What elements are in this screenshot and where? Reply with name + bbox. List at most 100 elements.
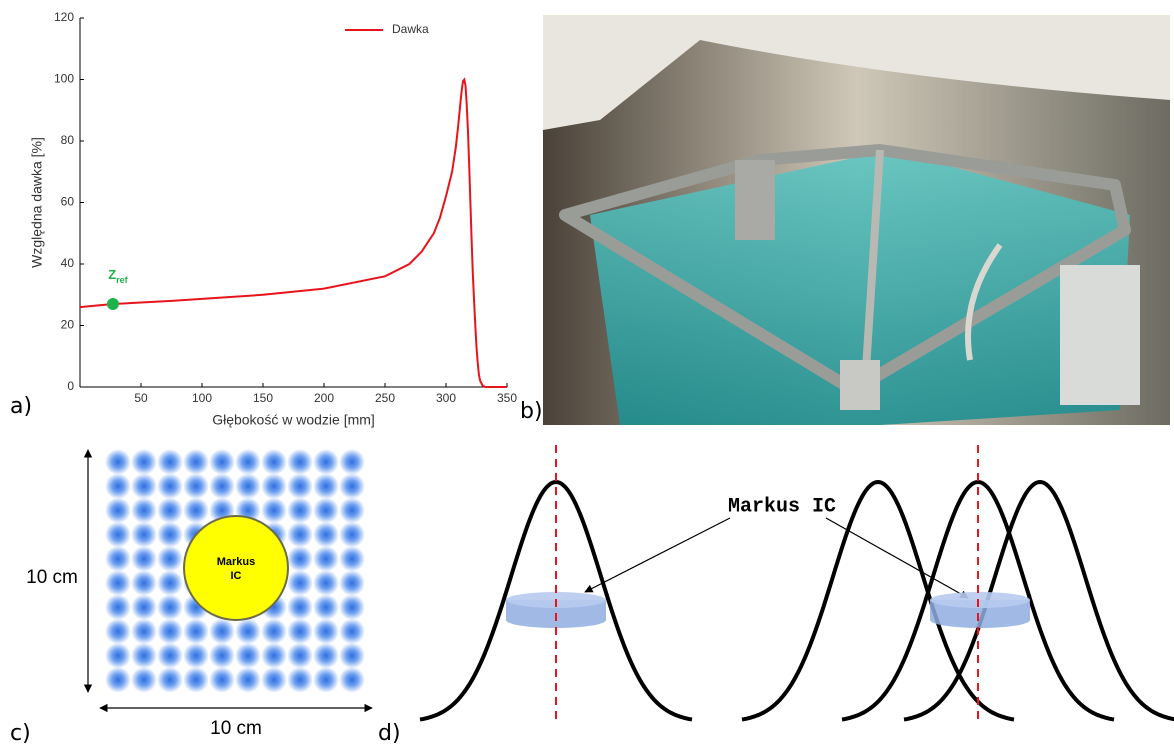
beam-spot bbox=[261, 666, 287, 693]
photo bbox=[543, 15, 1170, 425]
beam-spot bbox=[105, 545, 131, 572]
beam-spot bbox=[209, 618, 235, 645]
profile-diagram: Markus IC bbox=[419, 445, 1174, 722]
beam-spot bbox=[313, 545, 339, 572]
beam-spot bbox=[131, 521, 157, 548]
pointer-arrow bbox=[584, 517, 731, 593]
panel-label: b) bbox=[520, 399, 543, 424]
beam-spot bbox=[313, 570, 339, 596]
beam-spot bbox=[183, 449, 209, 475]
beam-spot bbox=[339, 449, 365, 475]
height-label: 10 cm bbox=[26, 567, 78, 588]
beam-spot bbox=[339, 545, 365, 572]
beam-spot bbox=[313, 666, 339, 693]
x-tick-label: 350 bbox=[497, 391, 517, 405]
beam-spot bbox=[183, 473, 209, 500]
beam-spot bbox=[105, 642, 131, 669]
annotation-text: Z bbox=[108, 267, 116, 282]
beam-spot bbox=[183, 497, 209, 524]
beam-spot bbox=[339, 666, 365, 693]
beam-spot bbox=[157, 545, 183, 572]
beam-spot bbox=[157, 521, 183, 548]
beam-spot bbox=[339, 618, 365, 645]
beam-profile bbox=[903, 479, 1174, 722]
beam-profile bbox=[741, 479, 1015, 722]
beam-spot bbox=[261, 618, 287, 645]
beam-spot bbox=[157, 497, 183, 524]
beam-spot bbox=[157, 449, 183, 475]
beam-spot bbox=[339, 642, 365, 669]
detector-disk-top bbox=[930, 592, 1030, 608]
beam-spot bbox=[105, 570, 131, 596]
y-tick-label: 80 bbox=[61, 133, 75, 147]
x-tick-label: 100 bbox=[192, 391, 212, 405]
beam-spot bbox=[131, 642, 157, 669]
beam-spot bbox=[131, 666, 157, 693]
beam-spot bbox=[105, 666, 131, 693]
beam-spot bbox=[313, 497, 339, 524]
reference-point bbox=[106, 297, 119, 310]
y-tick-label: 60 bbox=[61, 195, 75, 209]
beam-spot bbox=[287, 545, 313, 572]
beam-spot bbox=[131, 594, 157, 621]
y-tick-label: 20 bbox=[61, 318, 75, 332]
y-axis-label: Względna dawka [%] bbox=[29, 137, 45, 268]
beam-spot bbox=[339, 473, 365, 500]
beam-spot bbox=[131, 618, 157, 645]
beam-spot bbox=[287, 666, 313, 693]
beam-spot bbox=[313, 473, 339, 500]
beam-spot bbox=[235, 449, 261, 475]
panel-label: c) bbox=[10, 721, 31, 746]
width-label: 10 cm bbox=[210, 718, 262, 739]
legend-label: Dawka bbox=[392, 22, 429, 36]
x-tick-label: 300 bbox=[436, 391, 456, 405]
beam-spot bbox=[157, 618, 183, 645]
beam-spot bbox=[105, 473, 131, 500]
beam-spot bbox=[235, 642, 261, 669]
beam-spot bbox=[261, 473, 287, 500]
beam-spot bbox=[183, 618, 209, 645]
beam-spot bbox=[261, 642, 287, 669]
beam-spot bbox=[157, 473, 183, 500]
beam-spot bbox=[209, 666, 235, 693]
beam-spot bbox=[157, 570, 183, 596]
x-tick-label: 50 bbox=[134, 391, 148, 405]
beam-spot bbox=[131, 497, 157, 524]
beam-spot bbox=[105, 521, 131, 548]
beam-spot bbox=[209, 642, 235, 669]
beam-spot bbox=[183, 666, 209, 693]
beam-spot bbox=[287, 521, 313, 548]
beam-spot bbox=[313, 449, 339, 475]
beam-spot bbox=[235, 473, 261, 500]
data-line bbox=[79, 77, 507, 388]
beam-spot bbox=[287, 570, 313, 596]
x-axis-label: Głębokość w wodzie [mm] bbox=[212, 412, 375, 428]
beam-spot bbox=[287, 497, 313, 524]
beam-spot bbox=[313, 642, 339, 669]
beam-spot bbox=[287, 642, 313, 669]
beam-spot bbox=[209, 449, 235, 475]
beam-spot bbox=[339, 521, 365, 548]
beam-spot bbox=[157, 666, 183, 693]
x-tick-label: 250 bbox=[375, 391, 395, 405]
y-tick-label: 100 bbox=[54, 72, 74, 86]
beam-spot bbox=[287, 594, 313, 621]
beam-spot bbox=[105, 618, 131, 645]
detector-disk bbox=[930, 600, 1030, 628]
beam-spot bbox=[313, 521, 339, 548]
y-tick-label: 120 bbox=[54, 10, 74, 24]
x-tick-label: 150 bbox=[253, 391, 273, 405]
beam-spot bbox=[261, 449, 287, 475]
beam-spot bbox=[105, 497, 131, 524]
detector-label: IC bbox=[231, 570, 242, 582]
beam-spot bbox=[131, 449, 157, 475]
beam-spot bbox=[183, 642, 209, 669]
detector-label: Markus IC bbox=[728, 495, 836, 518]
beam-spot bbox=[209, 473, 235, 500]
x-tick-label: 200 bbox=[314, 391, 334, 405]
beam-spot bbox=[235, 666, 261, 693]
y-tick-label: 0 bbox=[67, 379, 74, 393]
beam-spot bbox=[287, 618, 313, 645]
beam-spot bbox=[339, 497, 365, 524]
